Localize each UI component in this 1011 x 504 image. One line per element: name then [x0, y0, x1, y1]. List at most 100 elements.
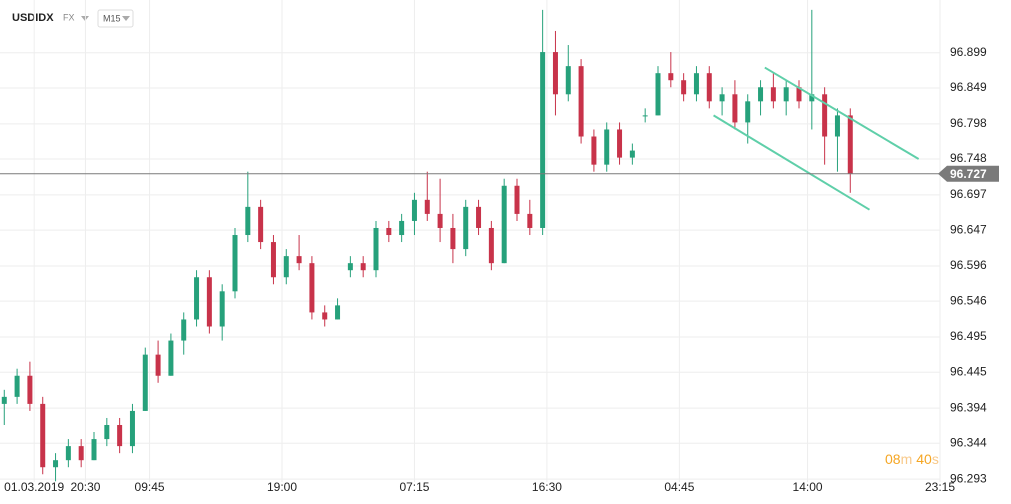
trendline — [713, 114, 871, 211]
y-tick-label: 96.748 — [950, 151, 987, 165]
timer-minutes: 08 — [885, 451, 901, 467]
x-tick-label: 04:45 — [664, 480, 694, 494]
interval[interactable]: M15 — [103, 13, 121, 23]
trendline — [764, 66, 920, 160]
candle-body — [437, 213, 443, 228]
candle-body — [476, 206, 482, 228]
candle-body — [91, 439, 97, 461]
candle-body — [258, 206, 264, 243]
toolbar: USDIDX FX M15 — [12, 9, 134, 28]
timer-minutes-unit: m — [901, 451, 913, 467]
candle-body — [668, 73, 674, 81]
candle-body — [142, 354, 148, 411]
candle-body — [424, 199, 430, 214]
candle-body — [450, 227, 456, 250]
x-tick-label: 16:30 — [532, 480, 562, 494]
price-tag-label: 96.727 — [950, 167, 987, 181]
candle-body — [386, 227, 392, 236]
candle-body — [78, 446, 84, 461]
candle-body — [40, 403, 46, 468]
candle-body — [770, 87, 776, 102]
candle-body — [117, 425, 123, 447]
candle-body — [411, 199, 417, 221]
countdown: 08m 40s — [885, 451, 939, 467]
candle-body — [27, 375, 33, 404]
candle-body — [514, 185, 520, 214]
candle-body — [591, 136, 597, 165]
grid — [0, 0, 941, 482]
x-tick-label: 09:45 — [135, 480, 165, 494]
candle-body — [834, 115, 840, 137]
candle-body — [399, 220, 405, 236]
candle-body — [65, 446, 71, 461]
candle-body — [552, 52, 558, 95]
candle-body — [540, 52, 546, 228]
candle-body — [655, 73, 661, 116]
candle-body — [322, 312, 328, 320]
candle-body — [642, 115, 648, 117]
y-tick-label: 96.798 — [950, 116, 987, 130]
candle-body — [360, 263, 366, 271]
candle-body — [578, 66, 584, 137]
candle-body — [693, 73, 699, 95]
interval-box[interactable] — [97, 9, 134, 28]
candle-body — [129, 410, 135, 447]
x-tick-label: 14:00 — [793, 480, 823, 494]
candle-body — [565, 66, 571, 95]
plot — [0, 9, 940, 482]
candle-body — [283, 256, 289, 278]
market[interactable]: FX — [63, 12, 75, 22]
y-tick-label: 96.495 — [950, 329, 987, 343]
y-tick-label: 96.596 — [950, 258, 987, 272]
y-tick-label: 96.344 — [950, 435, 987, 449]
candle-body — [758, 87, 764, 102]
y-tick-label: 96.647 — [950, 222, 987, 236]
x-tick-label: 20:30 — [70, 480, 100, 494]
x-tick-label: 01.03.2019 — [4, 480, 64, 494]
candle-body — [232, 235, 238, 292]
candle-body — [501, 185, 507, 264]
candle-body — [796, 87, 802, 102]
symbol[interactable]: USDIDX — [12, 12, 54, 24]
candle-body — [181, 319, 187, 341]
candle-body — [309, 263, 315, 313]
candle-body — [706, 73, 712, 102]
price-tag — [938, 165, 999, 182]
x-tick-label: 07:15 — [399, 480, 429, 494]
candle-body — [219, 291, 225, 327]
timer-seconds-unit: s — [932, 451, 939, 467]
candle-body — [719, 94, 725, 102]
candle-body — [617, 129, 623, 158]
candle-body — [809, 94, 815, 102]
candle-body — [1, 396, 7, 404]
candle-body — [194, 277, 200, 320]
candle-body — [527, 213, 533, 228]
candle-body — [53, 460, 59, 468]
candle-body — [822, 94, 828, 137]
candle-body — [155, 354, 161, 376]
y-tick-label: 96.899 — [950, 45, 987, 59]
candle-body — [745, 101, 751, 123]
candle-body — [488, 227, 494, 264]
dropdown-arrow[interactable] — [122, 16, 130, 21]
candle-body — [604, 129, 610, 165]
y-tick-label: 96.394 — [950, 400, 987, 414]
candle-body — [463, 206, 469, 250]
candle-body — [335, 305, 341, 320]
candle-body — [168, 340, 174, 376]
y-tick-label: 96.697 — [950, 187, 987, 201]
candle-body — [347, 263, 353, 271]
candle-body — [104, 425, 110, 440]
axes: 96.899 96.849 96.798 96.748 96.697 96.647 96.5… — [4, 45, 999, 494]
candle-body — [783, 87, 789, 102]
y-tick-label: 96.849 — [950, 80, 987, 94]
timer-seconds: 40 — [916, 451, 932, 467]
x-tick-label: 19:00 — [267, 480, 297, 494]
y-tick-label: 96.546 — [950, 293, 987, 307]
candle-body — [206, 277, 212, 327]
candle-body — [296, 256, 302, 264]
y-tick-label: 96.293 — [950, 471, 987, 485]
candle-body — [14, 375, 20, 397]
